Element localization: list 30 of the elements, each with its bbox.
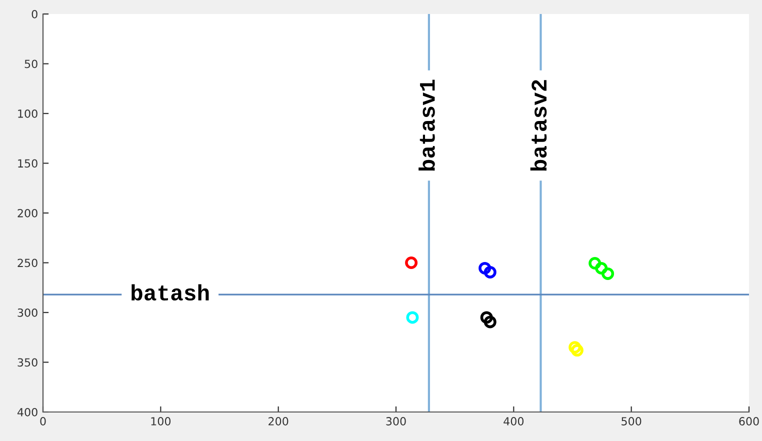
y-tick-label: 0 (32, 10, 38, 18)
point (602, 267, 614, 280)
ref-line-label: batash (132, 284, 209, 301)
point (484, 266, 496, 278)
x-tick-label: 300 (386, 417, 406, 426)
x-tick-label: 600 (739, 417, 759, 426)
point (595, 262, 608, 274)
point (405, 256, 418, 269)
point (480, 311, 493, 324)
y-tick-label: 50 (24, 60, 38, 68)
point (478, 262, 492, 274)
point (484, 316, 496, 328)
ref-line-label: batasv2 (530, 80, 547, 171)
point (568, 341, 582, 354)
point (570, 344, 584, 357)
x-tick-label: 200 (268, 417, 288, 426)
point (588, 256, 602, 270)
y-tick-label: 350 (18, 358, 38, 367)
y-tick-label: 250 (18, 258, 38, 268)
x-tick-label: 0 (40, 417, 46, 426)
y-tick-label: 150 (18, 159, 38, 168)
x-tick-label: 400 (504, 417, 524, 426)
y-tick-label: 300 (18, 308, 38, 317)
y-tick-label: 400 (17, 408, 38, 416)
x-tick-label: 100 (151, 417, 171, 426)
y-tick-label: 200 (18, 208, 38, 218)
y-tick-label: 100 (18, 109, 38, 118)
ref-line-label: batasv1 (418, 80, 435, 171)
point (406, 311, 419, 324)
x-tick-label: 500 (622, 417, 642, 426)
